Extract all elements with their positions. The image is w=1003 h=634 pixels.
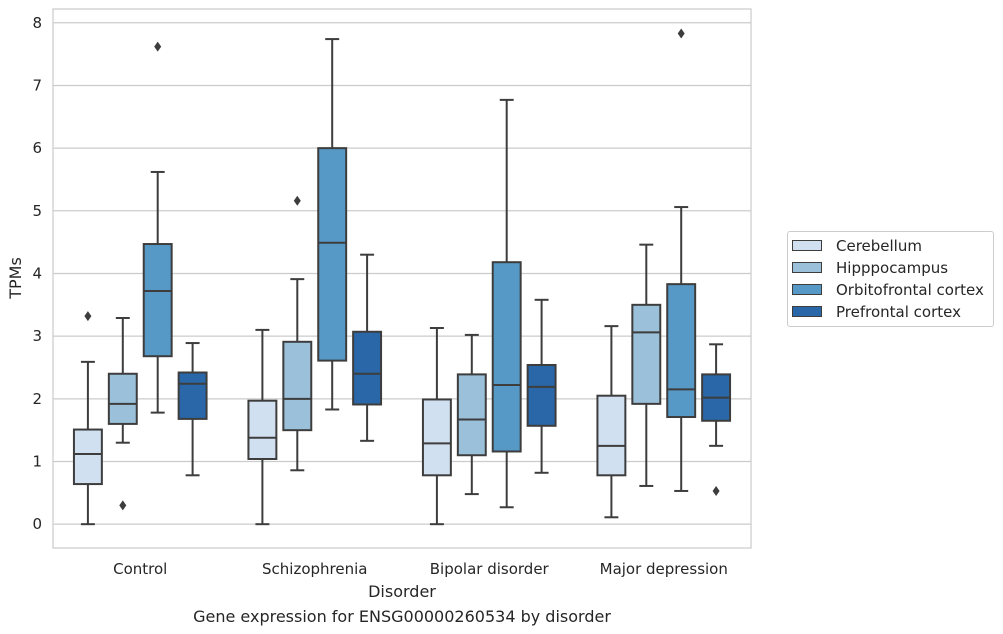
- legend: Cerebellum Hipppocampus Orbitofrontal co…: [787, 231, 994, 327]
- box-3-3: [701, 343, 732, 496]
- y-axis-label: TPMs: [6, 257, 25, 300]
- outlier-point: [154, 41, 162, 52]
- box-3-1: [352, 253, 383, 442]
- box-0-0: [72, 311, 103, 526]
- legend-swatch: [792, 240, 822, 251]
- box-0-2: [421, 327, 452, 526]
- outlier-point: [84, 311, 92, 322]
- box-body: [107, 372, 138, 425]
- outlier-point: [677, 28, 685, 39]
- tick-layer: 0 1 2 3 4 5 6 7 8 Control Schizophrenia Bipolar dis…: [32, 14, 727, 578]
- box-body: [631, 303, 662, 405]
- box-body: [247, 399, 278, 461]
- x-tick-label: Schizophrenia: [262, 560, 367, 578]
- box-2-2: [491, 98, 522, 509]
- x-axis-label: Disorder: [368, 582, 436, 601]
- y-tick-label: 8: [32, 14, 42, 32]
- box-3-2: [526, 298, 557, 474]
- plot-frame: [52, 8, 752, 549]
- box-body: [282, 340, 313, 432]
- box-2-3: [666, 28, 697, 492]
- box-1-3: [631, 243, 662, 487]
- y-tick-label: 5: [32, 202, 42, 220]
- box-body: [72, 428, 103, 486]
- legend-label: Prefrontal cortex: [836, 303, 961, 321]
- box-body: [352, 330, 383, 406]
- box-2-0: [142, 41, 173, 414]
- y-tick-label: 4: [32, 264, 42, 282]
- box-body: [456, 373, 487, 457]
- box-1-2: [456, 333, 487, 496]
- y-tick-label: 1: [32, 453, 42, 471]
- box-body: [491, 261, 522, 453]
- x-tick-label: Bipolar disorder: [430, 560, 550, 578]
- legend-label: Cerebellum: [836, 237, 922, 255]
- outlier-point: [712, 485, 720, 496]
- box-3-0: [177, 342, 208, 477]
- box-0-3: [596, 325, 627, 519]
- y-tick-label: 3: [32, 327, 42, 345]
- box-body: [596, 394, 627, 477]
- box-layer: [72, 28, 732, 526]
- legend-swatch: [792, 284, 822, 295]
- legend-label: Hipppocampus: [836, 259, 949, 277]
- box-0-1: [247, 328, 278, 526]
- chart-caption: Gene expression for ENSG00000260534 by d…: [193, 607, 611, 626]
- outlier-point: [119, 500, 127, 511]
- x-tick-label: Control: [113, 560, 167, 578]
- y-tick-label: 2: [32, 390, 42, 408]
- box-body: [666, 283, 697, 419]
- x-tick-label: Major depression: [600, 560, 728, 578]
- box-body: [526, 363, 557, 427]
- y-tick-label: 6: [32, 139, 42, 157]
- box-body: [421, 398, 452, 477]
- y-tick-label: 0: [32, 515, 42, 533]
- legend-swatch: [792, 262, 822, 273]
- box-body: [317, 147, 348, 362]
- box-body: [142, 243, 173, 358]
- legend-label: Orbitofrontal cortex: [836, 281, 984, 299]
- box-1-0: [107, 316, 138, 511]
- legend-swatch: [792, 306, 822, 317]
- outlier-point: [293, 195, 301, 206]
- box-2-1: [317, 38, 348, 411]
- box-1-1: [282, 195, 313, 472]
- box-body: [177, 371, 208, 420]
- y-tick-label: 7: [32, 76, 42, 94]
